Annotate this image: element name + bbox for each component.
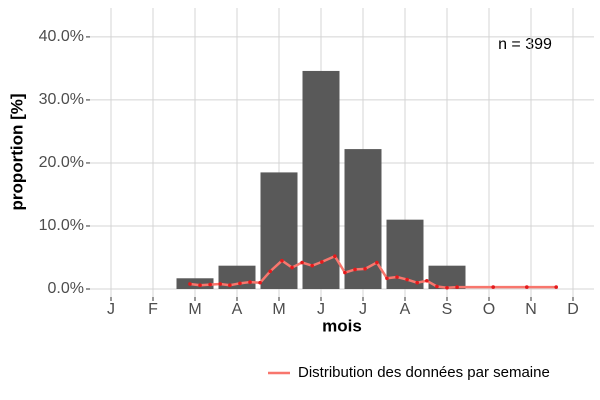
x-tick-label: M — [188, 301, 201, 318]
annotation: n = 399 — [498, 36, 552, 53]
bar — [344, 149, 382, 289]
x-tick-label: N — [525, 301, 537, 318]
point — [405, 277, 409, 282]
y-tick-label: 20.0% — [39, 154, 84, 171]
bar — [260, 172, 298, 289]
point — [445, 285, 449, 290]
x-tick-label: D — [567, 301, 579, 318]
point — [385, 276, 389, 281]
y-tick-label: 10.0% — [39, 217, 84, 234]
point — [300, 260, 304, 265]
point — [268, 269, 272, 274]
point — [208, 282, 212, 287]
point — [525, 285, 529, 289]
x-tick-label: S — [442, 301, 453, 318]
x-tick-label: J — [107, 301, 115, 318]
point — [310, 263, 314, 268]
point — [198, 283, 202, 288]
point — [188, 282, 192, 286]
point — [280, 258, 284, 263]
point — [248, 280, 252, 284]
point — [290, 265, 294, 270]
point — [491, 285, 496, 289]
point — [375, 260, 379, 265]
y-axis-title: proportion [%] — [7, 93, 26, 210]
y-tick-label: 0.0% — [48, 280, 84, 297]
x-tick-label: A — [400, 301, 411, 318]
x-tick-label: F — [148, 301, 158, 318]
point — [238, 281, 242, 286]
point — [353, 267, 357, 272]
x-tick-label: J — [359, 301, 367, 318]
point — [363, 267, 367, 271]
point — [228, 283, 232, 288]
point — [435, 284, 439, 289]
x-axis-title: mois — [322, 316, 362, 335]
point — [455, 285, 459, 289]
y-tick-label: 30.0% — [39, 91, 84, 108]
point — [320, 260, 324, 264]
bar — [428, 265, 466, 289]
y-tick-label: 40.0% — [39, 28, 84, 45]
point — [554, 285, 558, 289]
x-tick-label: J — [317, 301, 325, 318]
point — [425, 279, 429, 283]
point — [343, 270, 347, 275]
point — [415, 280, 419, 285]
x-tick-label: M — [272, 301, 285, 318]
point — [333, 254, 337, 259]
bar — [302, 70, 340, 289]
x-tick-label: O — [483, 301, 495, 318]
point — [395, 275, 399, 279]
point — [258, 280, 262, 285]
x-tick-label: A — [232, 301, 243, 318]
legend-label: Distribution des données par semaine — [298, 364, 550, 381]
point — [218, 282, 222, 286]
